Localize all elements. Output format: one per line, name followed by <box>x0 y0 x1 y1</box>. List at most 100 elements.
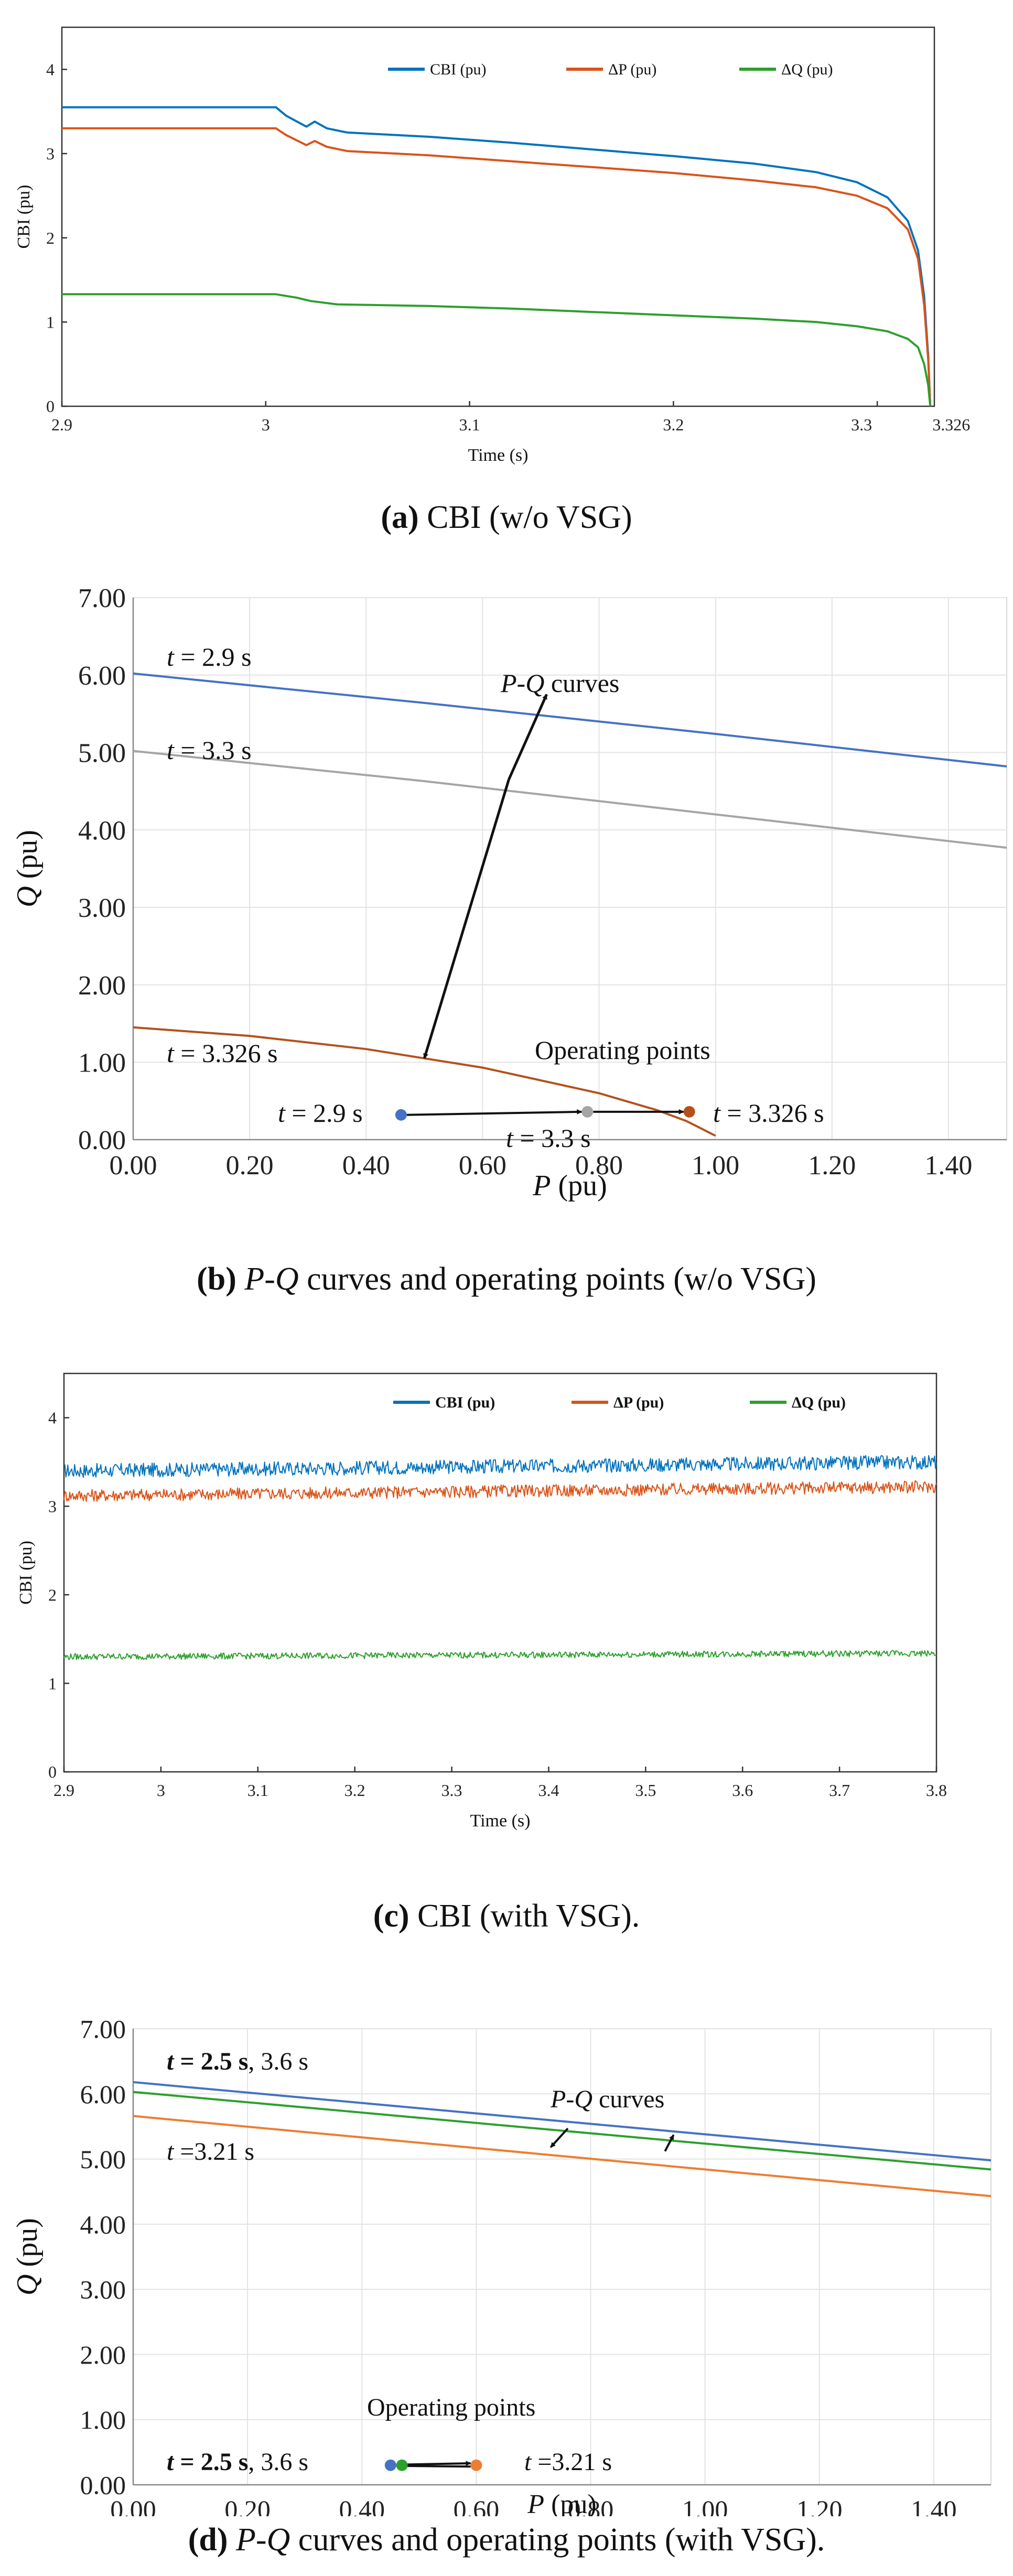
y-tick-label: 7.00 <box>80 2015 126 2044</box>
operating-point-3 <box>470 2459 482 2471</box>
caption-a-text: CBI (w/o VSG) <box>418 500 632 535</box>
point-label-t33: t = 3.3 s <box>506 1123 591 1153</box>
chart-a-cbi-without-vsg: 2.9 3 3.1 3.2 3.3 3.326 0 1 2 3 4 CBI (pu) ΔP (pu) ΔQ… <box>14 26 970 465</box>
caption-b-text: P-Q curves and operating points (w/o VSG… <box>244 1261 816 1297</box>
x-tick-label: 3.1 <box>459 415 480 434</box>
x-tick-label: 3.4 <box>538 1781 559 1800</box>
curve-label-top: t = 2.5 s, 3.6 s <box>167 2048 308 2075</box>
y-tick-label: 2 <box>48 1585 57 1604</box>
y-tick-label: 1.00 <box>78 1048 126 1078</box>
legend-label-1: CBI (pu) <box>430 61 487 78</box>
operating-point-2 <box>581 1106 594 1118</box>
caption-d-text: P-Q curves and operating points (with VS… <box>236 2522 825 2558</box>
x-tick-label: 3.6 <box>732 1781 753 1800</box>
x-tick-label: 1.40 <box>924 1151 972 1181</box>
pq-arrow-1 <box>508 694 548 781</box>
series-line-2 <box>63 1480 937 1502</box>
y-tick-label: 5.00 <box>80 2145 126 2174</box>
x-tick-label: 0.40 <box>342 1151 390 1181</box>
y-axis-label: Q (pu) <box>11 830 44 907</box>
pq-arrow-2 <box>664 2134 675 2152</box>
legend-label-2: ΔP (pu) <box>613 1394 664 1411</box>
x-tick-label: 3.8 <box>926 1781 947 1800</box>
operating-points-label: Operating points <box>367 2394 535 2421</box>
y-tick-label: 0 <box>46 397 55 416</box>
x-tick-label: 0.80 <box>568 2495 614 2516</box>
y-tick-label: 1 <box>48 1674 57 1693</box>
caption-a: (a) CBI (w/o VSG) <box>0 499 1013 536</box>
point-label-right: t =3.21 s <box>524 2448 612 2476</box>
operating-arrow-1 <box>406 1109 583 1116</box>
point-label-t29: t = 2.9 s <box>278 1098 363 1128</box>
series-line-1 <box>63 1455 937 1478</box>
x-tick-label: 0.00 <box>110 2495 156 2516</box>
operating-point-3 <box>683 1106 695 1118</box>
x-tick-label: 1.20 <box>808 1151 856 1181</box>
legend-label-3: ΔQ (pu) <box>792 1394 846 1411</box>
pq-arrow-2 <box>423 779 510 1059</box>
x-tick-label: 3.3 <box>851 415 872 434</box>
legend-label-2: ΔP (pu) <box>608 61 656 78</box>
plot-area <box>61 26 935 407</box>
caption-c-letter: (c) <box>373 1898 409 1934</box>
chart-d-pq-with-vsg: 0.00 0.20 0.40 0.60 0.80 1.00 1.20 1.40 0.00 1.00… <box>11 2015 992 2516</box>
y-tick-label: 2.00 <box>78 971 126 1001</box>
x-tick-label: 1.40 <box>911 2495 957 2516</box>
chart-b-pq-without-vsg: 0.00 0.20 0.40 0.60 0.80 1.00 1.20 1.40 0.00 1.00… <box>11 583 1007 1202</box>
x-tick-label: 0.00 <box>110 1151 157 1181</box>
legend-label-1: CBI (pu) <box>435 1394 495 1411</box>
pq-curve-1 <box>133 2081 992 2162</box>
y-tick-label: 4 <box>46 60 55 79</box>
curve-label-t3326: t = 3.326 s <box>167 1038 278 1068</box>
operating-point-2 <box>396 2459 408 2471</box>
y-tick-label: 3.00 <box>80 2275 126 2304</box>
point-label-t3326: t = 3.326 s <box>713 1098 824 1128</box>
y-tick-label: 0.00 <box>80 2471 126 2500</box>
operating-point-1 <box>395 1109 407 1121</box>
x-tick-label: 0.60 <box>454 2495 500 2516</box>
pq-curves-label: P-Q curves <box>550 2085 664 2113</box>
caption-d-letter: (d) <box>188 2522 228 2558</box>
curve-label-bottom: t =3.21 s <box>167 2138 254 2166</box>
x-tick-label: 2.9 <box>53 1781 74 1800</box>
series-line-3 <box>62 293 932 407</box>
point-label-left: t = 2.5 s, 3.6 s <box>167 2448 308 2476</box>
plot-area <box>63 1372 937 1773</box>
x-tick-label: 1.20 <box>796 2495 843 2516</box>
series-line-1 <box>62 106 932 407</box>
y-tick-label: 0 <box>48 1762 57 1781</box>
pq-curve-2 <box>133 750 1007 849</box>
y-tick-label: 6.00 <box>78 661 126 691</box>
x-tick-label: 1.00 <box>692 1151 739 1181</box>
curve-label-t29: t = 2.9 s <box>167 642 252 672</box>
y-tick-label: 1.00 <box>80 2405 126 2434</box>
x-axis-label: P (pu) <box>527 2490 596 2516</box>
series-line-3 <box>63 1650 937 1660</box>
caption-c: (c) CBI (with VSG). <box>0 1898 1013 1935</box>
x-tick-label: 3.2 <box>663 415 684 434</box>
legend-label-3: ΔQ (pu) <box>781 61 833 78</box>
x-axis-label: Time (s) <box>470 1811 531 1831</box>
caption-b-letter: (b) <box>197 1261 236 1297</box>
y-tick-label: 4.00 <box>78 816 126 846</box>
x-tick-label: 0.20 <box>226 1151 274 1181</box>
y-tick-label: 6.00 <box>80 2080 126 2109</box>
chart-c-cbi-with-vsg: 2.9 3 3.1 3.2 3.3 3.4 3.5 3.6 3.7 3.8 0 1 2 3 4 CBI (pu… <box>16 1372 947 1831</box>
pq-curve-1 <box>133 672 1007 767</box>
x-tick-label: 3.5 <box>635 1781 656 1800</box>
x-tick-label: 0.80 <box>575 1151 623 1181</box>
y-tick-label: 3 <box>46 144 55 163</box>
curve-label-t33: t = 3.3 s <box>167 735 252 765</box>
operating-arrow-1 <box>402 2461 471 2466</box>
pq-arrow-1 <box>549 2127 569 2148</box>
y-tick-label: 7.00 <box>78 583 126 613</box>
y-tick-label: 2.00 <box>80 2340 126 2369</box>
x-tick-label: 3.3 <box>441 1781 462 1800</box>
x-axis-label: P (pu) <box>532 1170 607 1202</box>
operating-point-1 <box>384 2459 396 2471</box>
y-tick-label: 5.00 <box>78 739 126 769</box>
x-tick-label: 3.326 <box>932 415 970 434</box>
x-tick-label: 0.60 <box>459 1151 506 1181</box>
caption-c-text: CBI (with VSG). <box>409 1898 640 1934</box>
pq-curve-3 <box>133 2115 992 2198</box>
